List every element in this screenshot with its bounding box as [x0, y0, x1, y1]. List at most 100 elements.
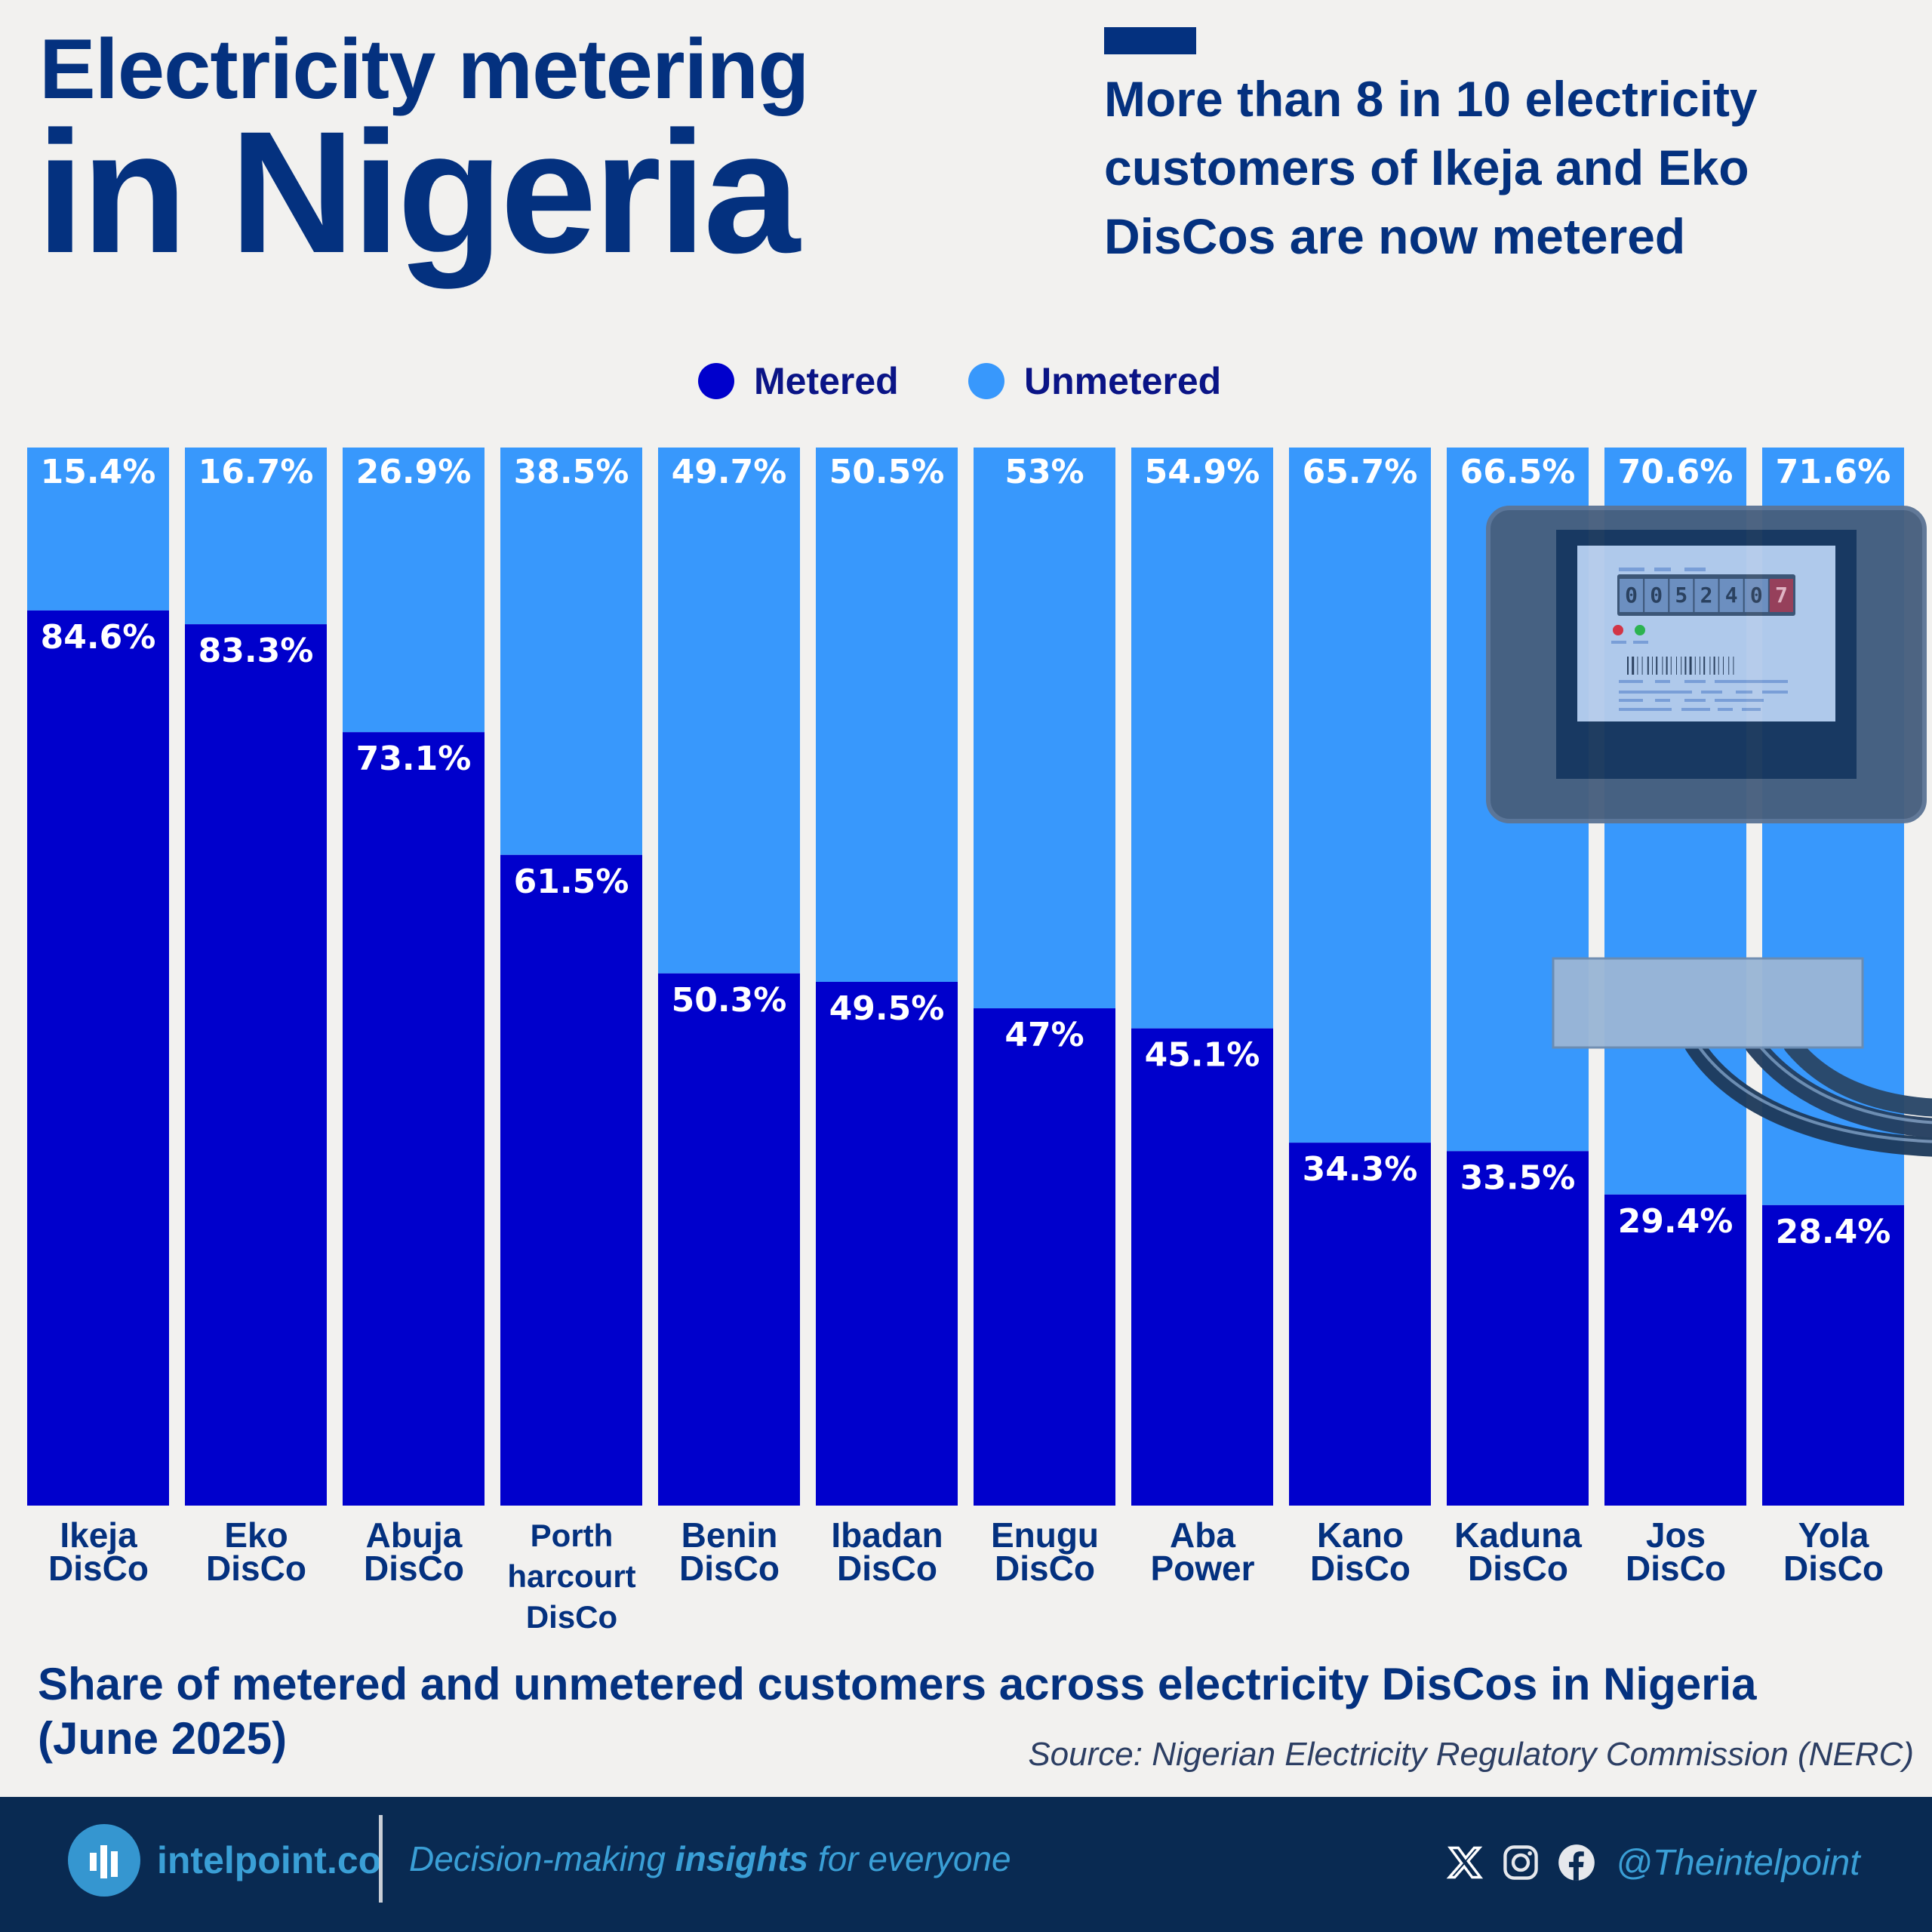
footer-divider [379, 1815, 383, 1903]
label-unmetered-yola-disco: 71.6% [1776, 453, 1891, 491]
bar-unmetered-kano-disco [1289, 448, 1431, 1143]
brand-link[interactable]: intelpoint.co [157, 1839, 382, 1881]
category-label-line: DisCo [995, 1549, 1095, 1588]
category-label: Ikeja DisCo [20, 1515, 177, 1586]
label-unmetered-jos-disco: 70.6% [1618, 453, 1734, 491]
bar-metered-abuja-disco [343, 732, 485, 1506]
tagline-post: for everyone [808, 1839, 1011, 1878]
bar-unmetered-eko-disco [185, 448, 327, 625]
meter-digit: 5 [1675, 583, 1687, 608]
social-links: @Theintelpoint [1445, 1840, 1860, 1885]
bar-unmetered-aba-power [1131, 448, 1273, 1029]
intelpoint-logo-icon[interactable] [68, 1824, 140, 1897]
tagline-bold: insights [675, 1839, 809, 1878]
meter-digit-cell [1669, 579, 1694, 612]
meter-digit: 7 [1775, 583, 1788, 608]
title-line-2: in Nigeria [36, 95, 800, 289]
legend-label-unmetered: Unmetered [1024, 360, 1222, 402]
category-label-line: Porth [530, 1518, 614, 1553]
bar-metered-kano-disco [1289, 1143, 1431, 1506]
category-label: Kaduna DisCo [1439, 1518, 1597, 1586]
category-label-line: DisCo [1310, 1549, 1411, 1588]
label-unmetered-kano-disco: 65.7% [1303, 453, 1418, 491]
category-label-line: Power [1150, 1549, 1255, 1588]
meter-led-red [1613, 625, 1623, 635]
category-label: Porth harcourt DisCo [493, 1515, 651, 1638]
footer [0, 1797, 1932, 1932]
bar-metered-benin-disco [658, 973, 800, 1506]
category-label: Kano DisCo [1281, 1515, 1439, 1588]
category-label: Benin DisCo [651, 1515, 808, 1586]
bar-unmetered-ibadan-disco [816, 448, 958, 983]
source-note: Source: Nigerian Electricity Regulatory … [1028, 1736, 1914, 1773]
bar-unmetered-enugu-disco [974, 448, 1115, 1009]
label-unmetered-aba-power: 54.9% [1145, 453, 1260, 491]
accent-bar [1104, 27, 1196, 54]
instagram-icon[interactable] [1501, 1843, 1540, 1882]
category-label: Abuja DisCo [335, 1518, 493, 1588]
meter-digit-cell [1719, 579, 1743, 612]
meter-label-lines [1619, 568, 1706, 571]
meter-digit-cell [1644, 579, 1669, 612]
legend: Metered Unmetered [0, 355, 1932, 408]
bar-unmetered-ikeja-disco [27, 448, 169, 611]
label-unmetered-eko-disco: 16.7% [198, 453, 314, 491]
bar-metered-ikeja-disco [27, 610, 169, 1506]
label-metered-yola-disco: 28.4% [1776, 1213, 1891, 1251]
label-metered-porth-harcourt-disco: 61.5% [514, 863, 629, 901]
label-unmetered-abuja-disco: 26.9% [356, 453, 472, 491]
category-label-line: DisCo [525, 1599, 618, 1635]
category-label-line: DisCo [364, 1549, 464, 1588]
category-label-line: Kano [1317, 1515, 1404, 1555]
label-metered-abuja-disco: 73.1% [356, 740, 472, 778]
title-line-1: Electricity metering [39, 22, 809, 116]
category-label: Jos DisCo [1597, 1515, 1755, 1588]
meter-digit: 2 [1700, 583, 1713, 608]
meter-digit: 0 [1650, 583, 1663, 608]
bar-metered-kaduna-disco [1447, 1151, 1589, 1506]
legend-swatch-unmetered [968, 363, 1004, 399]
category-label-line: Yola [1798, 1515, 1869, 1555]
label-metered-aba-power: 45.1% [1145, 1036, 1260, 1075]
category-label-line: Jos [1645, 1515, 1706, 1555]
category-label-line: Aba [1170, 1515, 1235, 1555]
category-label-line: DisCo [1626, 1549, 1726, 1588]
label-unmetered-kaduna-disco: 66.5% [1460, 453, 1576, 491]
meter-digit: 4 [1725, 583, 1738, 608]
label-metered-jos-disco: 29.4% [1618, 1202, 1734, 1241]
category-label-line: Benin [681, 1515, 778, 1555]
label-metered-ikeja-disco: 84.6% [41, 618, 156, 657]
label-unmetered-porth-harcourt-disco: 38.5% [514, 453, 629, 491]
label-metered-enugu-disco: 47% [1004, 1016, 1084, 1054]
meter-digit-cell [1769, 579, 1793, 612]
meter-led-green [1635, 625, 1645, 635]
facebook-icon[interactable] [1557, 1843, 1596, 1882]
bar-metered-eko-disco [185, 624, 327, 1506]
legend-item-metered: Metered [698, 355, 899, 408]
x-icon[interactable] [1445, 1843, 1484, 1882]
social-handle[interactable]: @Theintelpoint [1616, 1842, 1860, 1883]
bar-unmetered-benin-disco [658, 448, 800, 974]
meter-terminal-cover [1552, 957, 1864, 1049]
category-label-line: Ikeja [60, 1515, 137, 1555]
meter-cables [1684, 1035, 1932, 1157]
label-unmetered-enugu-disco: 53% [1004, 453, 1084, 491]
meter-text-lines [1619, 680, 1788, 711]
category-label-line: Ibadan [831, 1515, 943, 1555]
chart-subtitle: Share of metered and unmetered customers… [38, 1659, 1757, 1764]
label-unmetered-ikeja-disco: 15.4% [41, 453, 156, 491]
meter-digit-cell [1620, 579, 1644, 612]
bar-unmetered-porth-harcourt-disco [500, 448, 642, 855]
bar-metered-aba-power [1131, 1028, 1273, 1506]
bar-metered-jos-disco [1604, 1194, 1746, 1506]
category-label: Yola DisCo [1755, 1515, 1912, 1586]
category-label-line: Eko [224, 1515, 288, 1555]
category-label-line: harcourt [507, 1558, 636, 1594]
label-metered-ibadan-disco: 49.5% [829, 989, 945, 1028]
category-label: Ibadan DisCo [808, 1515, 966, 1586]
headline: More than 8 in 10 electricity customers … [1104, 71, 1758, 264]
category-label-line: DisCo [206, 1549, 306, 1588]
meter-barcode [1627, 657, 1734, 675]
